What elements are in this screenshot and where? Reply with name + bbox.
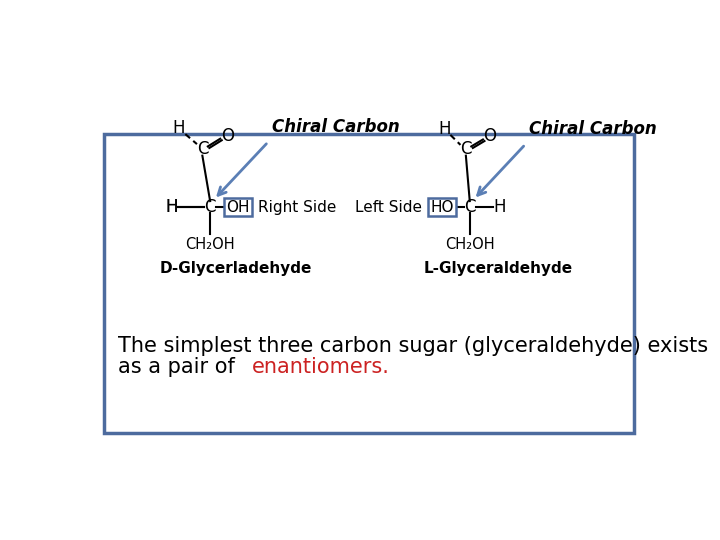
Text: H: H xyxy=(165,198,178,216)
Text: O: O xyxy=(482,127,495,145)
Text: H: H xyxy=(438,120,451,138)
Text: O: O xyxy=(220,127,234,145)
Text: as a pair of: as a pair of xyxy=(118,356,241,376)
Bar xyxy=(428,198,456,217)
Text: C: C xyxy=(197,140,208,159)
Text: H: H xyxy=(493,198,505,216)
Text: OH: OH xyxy=(226,200,250,215)
Text: L-Glyceraldehyde: L-Glyceraldehyde xyxy=(423,261,572,276)
Text: CH₂OH: CH₂OH xyxy=(445,237,495,252)
Text: Right Side: Right Side xyxy=(258,200,336,215)
Bar xyxy=(104,134,634,433)
Text: C: C xyxy=(204,198,216,216)
Text: enantiomers.: enantiomers. xyxy=(252,356,390,376)
Text: HO: HO xyxy=(430,200,454,215)
Text: H: H xyxy=(165,198,178,216)
Text: C: C xyxy=(464,198,475,216)
Text: The simplest three carbon sugar (glyceraldehyde) exists: The simplest three carbon sugar (glycera… xyxy=(118,336,708,356)
Text: D-Glycerladehyde: D-Glycerladehyde xyxy=(160,261,312,276)
Bar xyxy=(224,198,252,217)
Text: Chiral Carbon: Chiral Carbon xyxy=(529,120,657,138)
Text: Left Side: Left Side xyxy=(355,200,422,215)
Text: C: C xyxy=(460,140,472,159)
Text: CH₂OH: CH₂OH xyxy=(185,237,235,252)
Text: Chiral Carbon: Chiral Carbon xyxy=(272,118,400,136)
Text: H: H xyxy=(173,119,185,137)
